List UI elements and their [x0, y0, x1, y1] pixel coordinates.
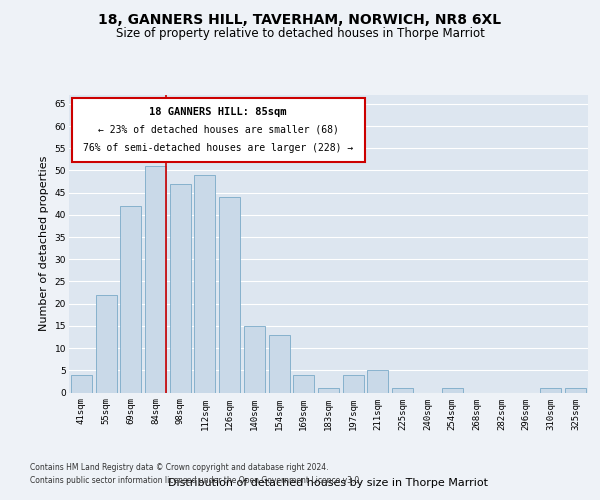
- Text: 18 GANNERS HILL: 85sqm: 18 GANNERS HILL: 85sqm: [149, 107, 287, 117]
- Bar: [541, 388, 562, 392]
- Bar: [318, 388, 339, 392]
- Bar: [392, 388, 413, 392]
- Bar: [170, 184, 191, 392]
- Text: ← 23% of detached houses are smaller (68): ← 23% of detached houses are smaller (68…: [98, 125, 338, 135]
- Y-axis label: Number of detached properties: Number of detached properties: [39, 156, 49, 332]
- Bar: [293, 374, 314, 392]
- Bar: [95, 295, 116, 392]
- Text: Size of property relative to detached houses in Thorpe Marriot: Size of property relative to detached ho…: [116, 28, 484, 40]
- Text: Contains HM Land Registry data © Crown copyright and database right 2024.: Contains HM Land Registry data © Crown c…: [30, 462, 329, 471]
- Bar: [71, 374, 92, 392]
- Bar: [219, 197, 240, 392]
- Bar: [120, 206, 141, 392]
- Bar: [367, 370, 388, 392]
- Text: Contains public sector information licensed under the Open Government Licence v3: Contains public sector information licen…: [30, 476, 362, 485]
- Bar: [145, 166, 166, 392]
- Bar: [244, 326, 265, 392]
- Bar: [565, 388, 586, 392]
- Text: 18, GANNERS HILL, TAVERHAM, NORWICH, NR8 6XL: 18, GANNERS HILL, TAVERHAM, NORWICH, NR8…: [98, 12, 502, 26]
- FancyBboxPatch shape: [71, 98, 365, 162]
- Bar: [442, 388, 463, 392]
- Bar: [343, 374, 364, 392]
- X-axis label: Distribution of detached houses by size in Thorpe Marriot: Distribution of detached houses by size …: [169, 478, 488, 488]
- Bar: [194, 175, 215, 392]
- Text: 76% of semi-detached houses are larger (228) →: 76% of semi-detached houses are larger (…: [83, 143, 353, 153]
- Bar: [269, 335, 290, 392]
